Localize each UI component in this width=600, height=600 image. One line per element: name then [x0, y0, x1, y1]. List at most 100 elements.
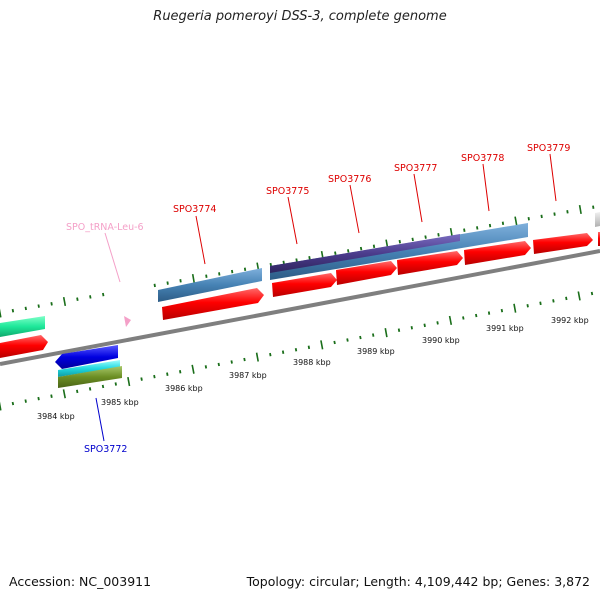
minor-tick: [346, 338, 349, 342]
minor-tick: [592, 205, 595, 209]
cds-arrow-spo3778[interactable]: [464, 241, 531, 265]
ruler-labels: 3984 kbp 3985 kbp 3986 kbp 3987 kbp 3988…: [37, 316, 589, 421]
label-spo3775[interactable]: SPO3775: [266, 186, 309, 197]
minor-tick: [140, 377, 143, 381]
minor-tick: [218, 272, 221, 276]
minor-tick: [153, 374, 156, 379]
minor-tick: [398, 239, 401, 244]
minor-tick: [566, 210, 569, 214]
steelblue-bar-2[interactable]: [270, 223, 528, 280]
label-spo3774[interactable]: SPO3774: [173, 204, 216, 215]
major-tick: [514, 216, 518, 226]
minor-tick: [11, 401, 15, 406]
minor-tick: [501, 221, 505, 226]
minor-tick: [166, 372, 169, 376]
minor-tick: [166, 281, 169, 285]
ruler-label-3984: 3984 kbp: [37, 412, 75, 421]
minor-tick: [397, 328, 401, 332]
minor-tick: [539, 301, 542, 306]
minor-tick: [540, 214, 543, 219]
minor-tick: [205, 274, 208, 278]
major-tick: [62, 389, 66, 399]
major-tick: [320, 340, 324, 350]
minor-tick: [475, 313, 478, 318]
label-spo3778[interactable]: SPO3778: [461, 153, 504, 164]
minor-tick: [590, 291, 594, 296]
minor-tick: [487, 311, 491, 315]
minor-tick: [217, 362, 220, 367]
minor-tick: [269, 262, 272, 267]
leader-spo3777: [413, 173, 423, 223]
minor-tick: [527, 216, 530, 221]
map-title: Ruegeria pomeroyi DSS-3, complete genome: [153, 9, 447, 24]
cds-arrow-left-edge[interactable]: [0, 335, 48, 358]
ruler-label-3985: 3985 kbp: [101, 398, 139, 407]
minor-tick: [24, 306, 27, 311]
minor-tick: [230, 360, 233, 364]
purple-bar[interactable]: [270, 234, 460, 273]
major-tick: [62, 296, 67, 307]
cds-arrow-spo3776[interactable]: [336, 261, 397, 285]
leader-spo3775: [287, 196, 298, 245]
minor-tick: [294, 348, 298, 352]
label-spo3776[interactable]: SPO3776: [328, 174, 371, 185]
major-tick: [384, 328, 388, 338]
minor-tick: [204, 365, 208, 369]
minor-tick: [308, 256, 311, 260]
ruler-label-3991: 3991 kbp: [486, 324, 524, 333]
minor-tick: [437, 233, 440, 237]
major-tick: [127, 376, 131, 387]
minor-tick: [553, 212, 556, 216]
major-tick: [577, 291, 581, 301]
minor-tick: [552, 299, 555, 303]
minor-tick: [179, 370, 182, 374]
minor-tick: [101, 384, 105, 389]
cyan-bar[interactable]: [58, 360, 120, 377]
label-spo3777[interactable]: SPO3777: [394, 163, 437, 174]
major-tick: [255, 352, 259, 362]
grey-feature-right-edge[interactable]: [595, 212, 600, 227]
minor-tick: [76, 389, 79, 394]
leader-trna: [104, 232, 121, 283]
minor-tick: [269, 352, 272, 357]
cds-arrow-spo3775[interactable]: [272, 273, 337, 297]
outer-tick-track: [0, 204, 595, 318]
minor-tick: [153, 283, 156, 288]
minor-tick: [462, 316, 465, 320]
minor-tick: [76, 297, 79, 301]
minor-tick: [372, 333, 375, 337]
minor-tick: [231, 269, 234, 274]
gene-labels: SPO_tRNA-Leu-6 SPO3772 SPO3774 SPO3775 S…: [66, 143, 570, 455]
minor-tick: [89, 295, 92, 299]
minor-tick: [359, 246, 363, 251]
olive-bar[interactable]: [58, 366, 122, 388]
cds-arrow-spo3777[interactable]: [397, 251, 463, 275]
major-tick: [0, 401, 2, 411]
leader-spo3772: [95, 397, 105, 442]
minor-tick: [243, 357, 246, 362]
steelblue-bar-1[interactable]: [158, 268, 262, 302]
label-spo3772[interactable]: SPO3772: [84, 444, 127, 455]
accession-text: Accession: NC_003911: [9, 574, 152, 589]
cds-arrow-spo3772[interactable]: [55, 345, 118, 369]
cds-arrow-spo3774[interactable]: [162, 288, 264, 320]
label-spo3779[interactable]: SPO3779: [527, 143, 570, 154]
major-tick: [0, 308, 2, 318]
minor-tick: [243, 267, 247, 272]
label-trna-leu-6[interactable]: SPO_tRNA-Leu-6: [66, 222, 144, 233]
minor-tick: [282, 260, 285, 265]
minor-tick: [102, 292, 105, 297]
minor-tick: [565, 296, 568, 301]
minor-tick: [359, 335, 362, 340]
reverse-strand-features: [55, 316, 131, 388]
minor-tick: [50, 302, 53, 306]
cds-arrow-spo3779[interactable]: [533, 233, 593, 254]
minor-tick: [488, 223, 492, 228]
minor-tick: [88, 387, 92, 391]
minor-tick: [526, 304, 529, 308]
trna-marker[interactable]: [124, 316, 131, 327]
leader-spo3774: [195, 215, 206, 265]
green-bar-left-edge[interactable]: [0, 316, 45, 337]
minor-tick: [436, 321, 439, 325]
